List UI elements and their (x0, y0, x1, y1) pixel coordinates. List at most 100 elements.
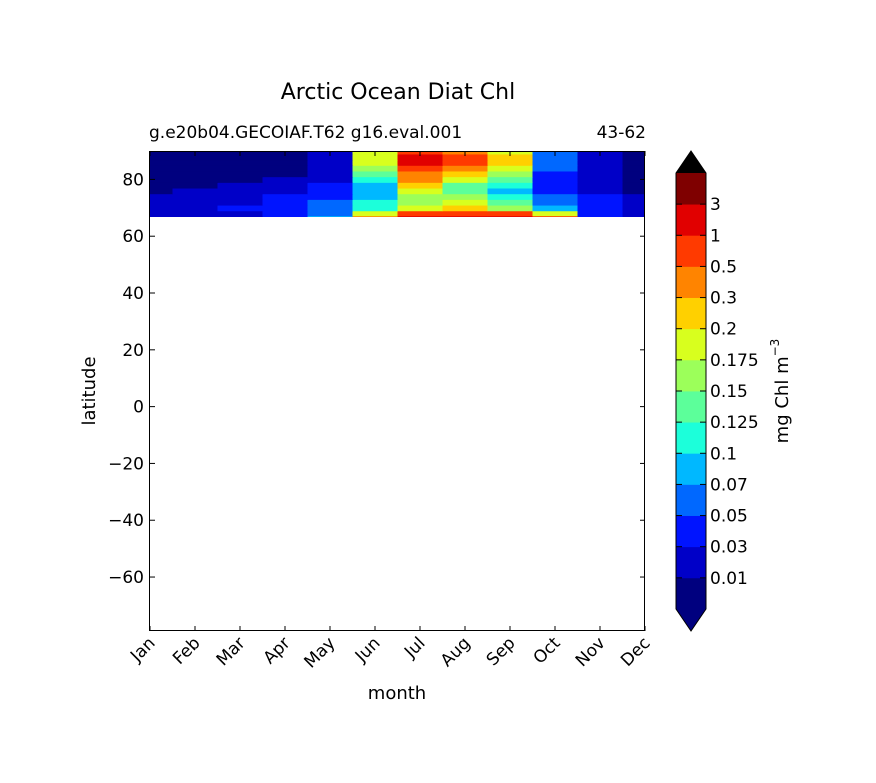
heatmap-cell (307, 170, 354, 178)
heatmap-cell (487, 210, 534, 217)
heatmap-cell (442, 204, 489, 212)
heatmap-cell (262, 159, 309, 166)
y-axis-label: latitude (79, 356, 100, 425)
heatmap-cell (532, 187, 579, 195)
heatmap-cell (622, 151, 645, 155)
heatmap-cell (487, 159, 534, 166)
heatmap-cell (397, 165, 444, 172)
heatmap-cell (397, 193, 444, 200)
heatmap-cell (172, 159, 219, 166)
y-tick-label: 20 (122, 341, 144, 361)
plot-frame (149, 151, 645, 631)
x-tick-label: May (301, 633, 340, 672)
heatmap-cell (262, 170, 309, 178)
heatmap-cell (307, 187, 354, 195)
heatmap-cell (307, 204, 354, 212)
x-tick-label: Aug (437, 633, 475, 671)
heatmap-cell (487, 165, 534, 172)
heatmap-cell (262, 182, 309, 189)
heatmap-cell (172, 182, 219, 189)
heatmap-cell (172, 215, 219, 217)
heatmap-cell (577, 182, 624, 189)
colorbar-segment (676, 484, 706, 516)
heatmap-cell (442, 210, 489, 217)
heatmap-cell (397, 153, 444, 161)
heatmap-cell (622, 215, 645, 217)
heatmap-cell (442, 215, 489, 217)
heatmap-cell (397, 204, 444, 212)
x-tick-label: Dec (617, 633, 654, 670)
colorbar-segment (676, 546, 706, 579)
heatmap-cell (217, 153, 264, 161)
colorbar-tick-label: 0.125 (710, 413, 759, 433)
heatmap-cell (262, 153, 309, 161)
heatmap-cell (352, 153, 399, 161)
heatmap-cell (150, 153, 174, 161)
heatmap-cell (397, 182, 444, 189)
heatmap-cell (622, 176, 645, 183)
heatmap-cell (150, 170, 174, 178)
heatmap-cell (442, 193, 489, 200)
heatmap-cell (172, 176, 219, 183)
x-tick-label: Nov (572, 633, 610, 671)
heatmap-cell (577, 170, 624, 178)
heatmap-cell (532, 153, 579, 161)
heatmap-cell (307, 199, 354, 206)
heatmap-cell (307, 153, 354, 161)
heatmap-cell (352, 176, 399, 183)
heatmap-cell (622, 182, 645, 189)
colorbar-tick-label: 0.01 (710, 569, 748, 589)
x-tick-label: Feb (169, 633, 204, 668)
heatmap-cell (307, 159, 354, 166)
heatmap-cell (487, 187, 534, 195)
heatmap-cell (532, 204, 579, 212)
heatmap-cell (577, 204, 624, 212)
heatmap-cell (150, 159, 174, 166)
heatmap-cell (442, 187, 489, 195)
colorbar-segment (676, 173, 706, 205)
colorbar-label: mg Chl m−3 (768, 339, 793, 444)
heatmap-cell (487, 204, 534, 212)
colorbar-label-exponent: −3 (768, 339, 782, 357)
heatmap-cell (150, 193, 174, 200)
heatmap-cell (397, 176, 444, 183)
heatmap-cell (150, 151, 174, 155)
heatmap-cell (532, 165, 579, 172)
y-tick-label: −20 (108, 454, 144, 474)
heatmap-cell (352, 199, 399, 206)
heatmap-cell (307, 176, 354, 183)
heatmap-cell (352, 170, 399, 178)
heatmap-cell (172, 199, 219, 206)
heatmap-cell (442, 153, 489, 161)
heatmap-cell (217, 193, 264, 200)
heatmap-cell (622, 199, 645, 206)
heatmap-cell (577, 176, 624, 183)
x-axis-label: month (368, 683, 426, 704)
heatmap-cell (622, 153, 645, 161)
heatmap-cell (262, 165, 309, 172)
heatmap-cell (262, 210, 309, 217)
heatmap-cell (397, 170, 444, 178)
colorbar-segment (676, 266, 706, 298)
y-tick-label: 40 (122, 284, 144, 304)
colorbar-tick-label: 0.1 (710, 444, 737, 464)
heatmap-cell (577, 165, 624, 172)
heatmap-cell (172, 165, 219, 172)
heatmap-cell (352, 187, 399, 195)
colorbar-segment (676, 359, 706, 392)
heatmap-cell (487, 170, 534, 178)
heatmap-cell (622, 193, 645, 200)
heatmap-cell (622, 165, 645, 172)
heatmap-cell (577, 193, 624, 200)
colorbar-tick-label: 0.2 (710, 320, 737, 340)
heatmap-cell (622, 159, 645, 166)
heatmap-cell (397, 187, 444, 195)
heatmap-cell (532, 159, 579, 166)
heatmap-cell (397, 199, 444, 206)
heatmap-cell (487, 193, 534, 200)
y-tick-label: −40 (108, 511, 144, 531)
y-axis: 80 60 40 20 0 −20 −40 −60 (108, 170, 645, 588)
heatmap-layer (150, 151, 645, 217)
x-tick-label: Jul (400, 633, 429, 662)
heatmap-cell (352, 159, 399, 166)
